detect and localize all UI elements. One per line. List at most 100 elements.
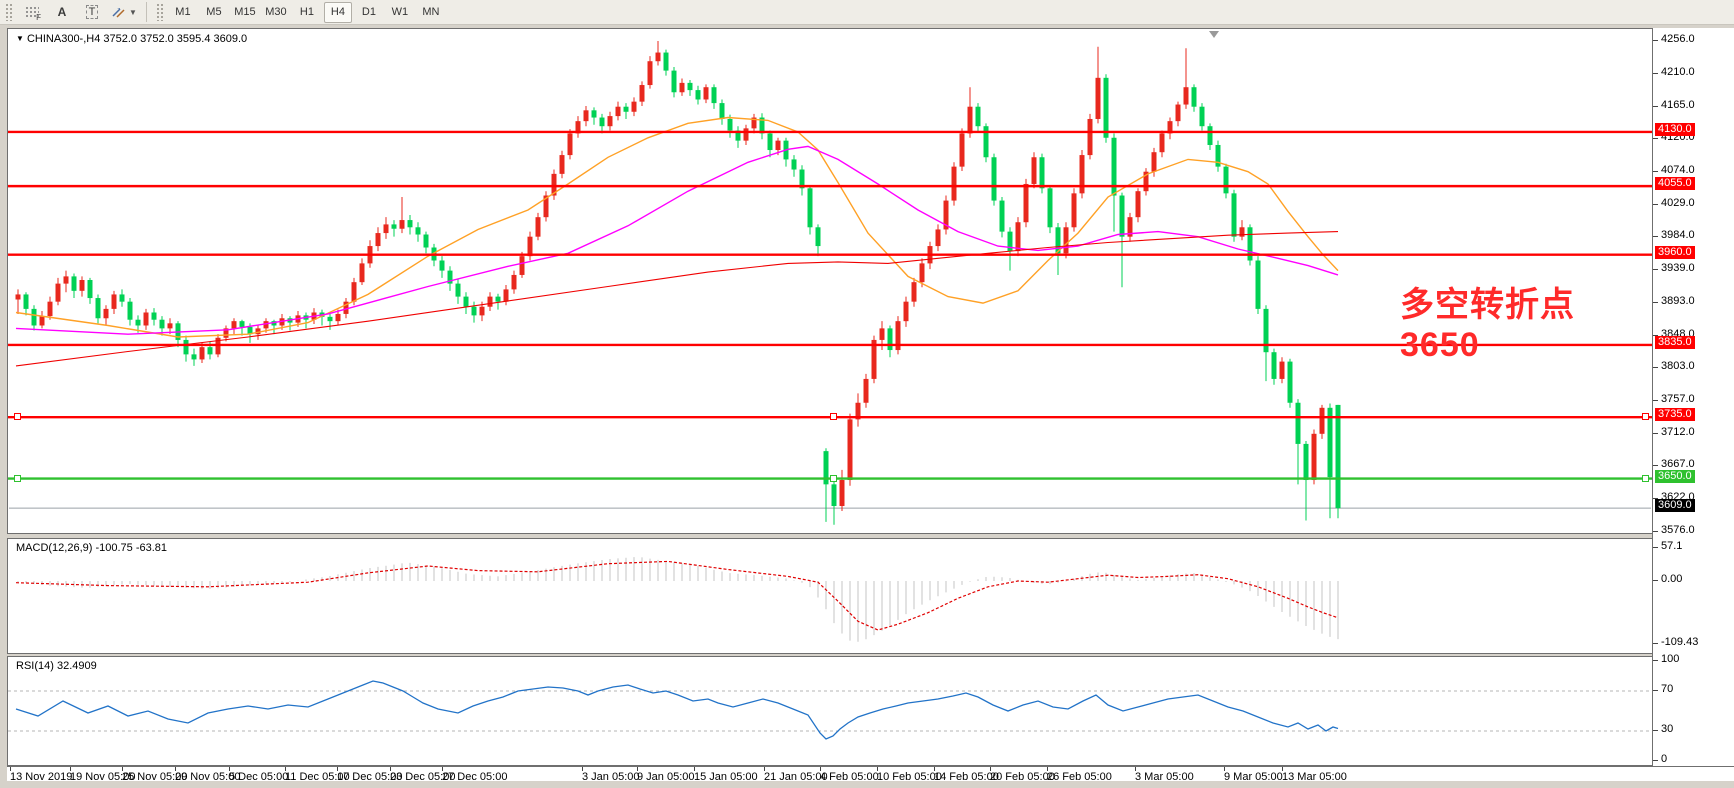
time-tick-label: 3 Jan 05:00 — [582, 771, 640, 783]
toolbar-separator — [145, 2, 147, 22]
top-toolbar: F A T ▼ M1 M5 M15 M30 H1 H4 D1 W1 MN — [0, 0, 1734, 25]
price-tick-mark — [1653, 302, 1658, 304]
macd-indicator-pane[interactable]: MACD(12,26,9) -100.75 -63.81 — [7, 538, 1653, 654]
candlestick-chart[interactable] — [8, 29, 1652, 533]
time-tick-label: 27 Dec 05:00 — [442, 771, 508, 783]
price-tick-mark — [1653, 531, 1658, 532]
time-axis[interactable]: 13 Nov 2019 19 Nov 05:00 25 Nov 05:00 29 No… — [7, 766, 1734, 783]
macd-tick-mark — [1653, 643, 1658, 645]
frame-strip-top — [0, 25, 1734, 28]
rsi-tick-label: 70 — [1661, 683, 1674, 695]
time-tick-label: 23 Dec 05:00 — [390, 771, 456, 783]
rsi-tick-mark — [1653, 760, 1658, 761]
boxed-t-icon: T — [85, 5, 99, 19]
hline-price-badge: 3835.0 — [1655, 335, 1695, 349]
text-label-tool-button[interactable]: A — [48, 1, 76, 23]
timeframe-bar: M1 M5 M15 M30 H1 H4 D1 W1 MN — [169, 1, 445, 23]
price-tick-mark — [1653, 171, 1658, 173]
price-tick-mark — [1653, 465, 1658, 467]
price-tick-label: 3939.0 — [1661, 261, 1695, 274]
price-tick-label: 4165.0 — [1661, 98, 1695, 111]
hline-selection-handle[interactable] — [1642, 413, 1649, 421]
price-tick-mark — [1653, 268, 1658, 270]
time-tick-label: 9 Mar 05:00 — [1224, 771, 1283, 783]
cycle-lines-tool-button[interactable]: ▼ — [108, 1, 140, 23]
hline-selection-handle[interactable] — [830, 413, 837, 421]
timeframe-button-m1[interactable]: M1 — [175, 6, 191, 18]
chart-annotation-text[interactable]: 多空转折点3650 — [1400, 286, 1575, 364]
time-tick-label: 14 Feb 05:00 — [934, 771, 999, 783]
macd-tick-mark — [1653, 580, 1658, 581]
price-tick-mark — [1653, 400, 1658, 402]
price-tick-label: 3984.0 — [1661, 229, 1695, 242]
hline-selection-handle[interactable] — [830, 474, 837, 482]
time-tick-label: 4 Feb 05:00 — [820, 771, 879, 783]
price-tick-label: 3667.0 — [1661, 458, 1695, 471]
rsi-tick-label: 100 — [1661, 653, 1680, 665]
price-tick-label: 4029.0 — [1661, 196, 1695, 209]
timeframe-button-m15[interactable]: M15 — [234, 6, 256, 18]
text-box-tool-button[interactable]: T — [78, 1, 106, 23]
price-tick-label: 4256.0 — [1661, 33, 1695, 45]
time-tick-label: 13 Mar 05:00 — [1282, 771, 1347, 783]
time-tick-mark — [990, 767, 991, 771]
price-tick-mark — [1653, 138, 1658, 140]
rsi-plot[interactable] — [8, 657, 1652, 765]
hline-price-badge: 4055.0 — [1655, 177, 1695, 191]
price-tick-mark — [1653, 334, 1658, 336]
time-tick-label: 3 Mar 05:00 — [1135, 771, 1194, 783]
time-tick-mark — [70, 767, 71, 771]
timeframe-button-h1[interactable]: H1 — [299, 6, 314, 18]
toolbar-grip[interactable] — [5, 3, 13, 21]
time-tick-mark — [637, 767, 638, 771]
time-tick-label: 13 Nov 2019 — [10, 771, 73, 783]
rsi-tick-mark — [1653, 730, 1658, 731]
timeframe-grip[interactable] — [155, 3, 164, 21]
time-tick-label: 20 Feb 05:00 — [990, 771, 1055, 783]
chevron-down-icon: ▼ — [129, 7, 137, 17]
macd-label: MACD(12,26,9) -100.75 -63.81 — [16, 542, 168, 554]
letter-a-icon: A — [57, 5, 67, 19]
time-tick-mark — [764, 767, 765, 771]
rsi-label: RSI(14) 32.4909 — [16, 660, 97, 672]
timeframe-button-h4[interactable]: H4 — [323, 1, 352, 23]
current-price-badge: 3609.0 — [1655, 499, 1695, 513]
time-tick-mark — [285, 767, 286, 771]
chart-shift-marker-icon[interactable] — [1209, 31, 1219, 38]
time-tick-label: 15 Jan 05:00 — [694, 771, 758, 783]
time-tick-mark — [175, 767, 176, 771]
time-tick-mark — [1224, 767, 1225, 771]
macd-tick-label: 57.1 — [1661, 540, 1683, 553]
rsi-indicator-pane[interactable]: RSI(14) 32.4909 — [7, 656, 1653, 766]
time-tick-label: 17 Dec 05:00 — [337, 771, 403, 783]
timeframe-button-m30[interactable]: M30 — [265, 6, 287, 18]
time-tick-mark — [122, 767, 123, 771]
hline-price-badge: 3960.0 — [1655, 245, 1695, 259]
hline-selection-handle[interactable] — [14, 413, 21, 421]
macd-plot[interactable] — [8, 539, 1652, 653]
timeframe-button-m5[interactable]: M5 — [206, 6, 222, 18]
symbol-dropdown-icon[interactable]: ▼ — [16, 34, 24, 43]
price-tick-mark — [1653, 367, 1658, 369]
timeframe-button-d1[interactable]: D1 — [361, 6, 376, 18]
time-tick-label: 10 Feb 05:00 — [877, 771, 942, 783]
time-tick-mark — [694, 767, 695, 771]
timeframe-button-w1[interactable]: W1 — [391, 6, 409, 18]
cycle-arrows-icon — [112, 8, 125, 18]
time-tick-mark — [1135, 767, 1136, 771]
timeframe-button-mn[interactable]: MN — [422, 6, 440, 18]
frame-strip-bottom — [0, 781, 1734, 788]
main-chart-pane[interactable]: ▼ CHINA300-,H4 3752.0 3752.0 3595.4 3609… — [7, 28, 1653, 534]
pane-separator-macd[interactable] — [0, 534, 1734, 538]
price-axis[interactable]: 4256.0 4210.0 4165.0 4120.0 4074.0 4029.0 3984… — [1652, 28, 1734, 766]
crosshair-grid-tool-button[interactable]: F — [18, 1, 46, 23]
price-tick-label: 4074.0 — [1661, 164, 1695, 177]
time-tick-mark — [1047, 767, 1048, 771]
hline-selection-handle[interactable] — [14, 474, 21, 482]
time-tick-mark — [390, 767, 391, 771]
time-tick-label: 25 Nov 05:00 — [122, 771, 188, 783]
time-tick-mark — [337, 767, 338, 771]
hline-selection-handle[interactable] — [1642, 474, 1649, 482]
pane-separator-rsi[interactable] — [0, 654, 1734, 656]
